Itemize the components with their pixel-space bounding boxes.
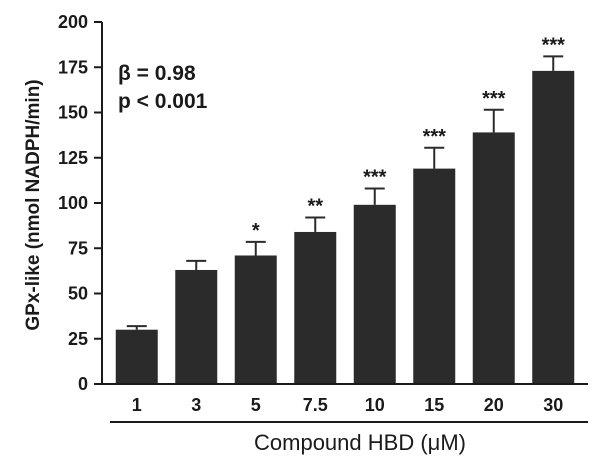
y-tick-label: 175 — [58, 57, 88, 77]
x-category-label: 5 — [251, 395, 261, 415]
x-axis: 1 3 5 7.5 10 15 20 30 — [102, 383, 588, 423]
y-tick-label: 100 — [58, 193, 88, 213]
y-tick-label: 50 — [68, 284, 88, 304]
y-tick-label: 0 — [78, 374, 88, 394]
x-category-label: 30 — [543, 395, 563, 415]
bar — [234, 255, 277, 384]
bar — [175, 269, 218, 384]
significance-marker: * — [252, 220, 260, 242]
y-tick-label: 150 — [58, 103, 88, 123]
significance-marker: *** — [363, 167, 387, 189]
y-tick-label: 25 — [68, 329, 88, 349]
bar — [532, 70, 575, 385]
x-category-label: 20 — [484, 395, 504, 415]
bars-group: *************** — [115, 34, 575, 385]
significance-marker: *** — [423, 126, 447, 148]
beta-annotation: β = 0.98 — [118, 62, 196, 85]
bar — [353, 204, 396, 384]
bar — [294, 231, 337, 384]
y-tick-label: 125 — [58, 148, 88, 168]
significance-marker: ** — [307, 195, 323, 217]
significance-marker: *** — [542, 34, 566, 56]
significance-marker: *** — [482, 88, 506, 110]
x-category-label: 1 — [132, 395, 142, 415]
y-tick-label: 200 — [58, 12, 88, 32]
x-category-label: 7.5 — [303, 395, 328, 415]
y-axis-title: GPx-like (nmol NADPH/min) — [23, 79, 44, 330]
x-category-label: 15 — [424, 395, 444, 415]
y-axis: 0 25 50 75 100 125 150 175 200 — [58, 12, 103, 394]
bar — [413, 168, 456, 384]
x-category-label: 10 — [365, 395, 385, 415]
x-category-label: 3 — [191, 395, 201, 415]
bar — [472, 132, 515, 384]
x-axis-title: Compound HBD (μM) — [254, 430, 466, 455]
y-tick-label: 75 — [68, 238, 88, 258]
bar — [115, 329, 158, 384]
p-value-annotation: p < 0.001 — [118, 90, 208, 113]
